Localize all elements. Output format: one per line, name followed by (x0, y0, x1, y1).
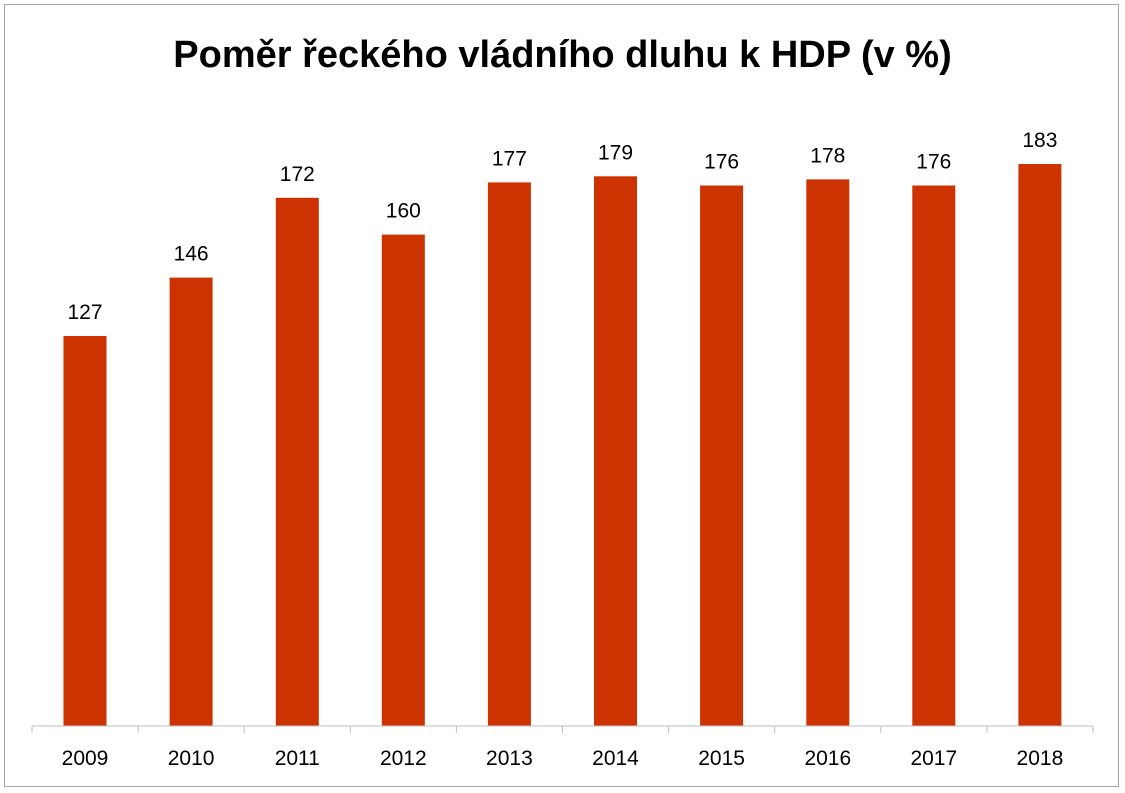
bar-2014 (594, 176, 637, 727)
category-label-2010: 2010 (168, 747, 215, 770)
bar-2018 (1018, 164, 1062, 726)
bar-2012 (381, 234, 425, 726)
category-label-2012: 2012 (380, 747, 427, 770)
category-label-2011: 2011 (275, 747, 320, 770)
chart-title: Poměr řeckého vládního dluhu k HDP (v %) (173, 34, 952, 76)
bars-group (63, 164, 1062, 727)
value-label-2013: 177 (492, 147, 527, 170)
category-label-2016: 2016 (804, 747, 851, 770)
value-label-2012: 160 (386, 200, 421, 223)
bar-2010 (169, 277, 213, 726)
category-label-2009: 2009 (62, 747, 109, 770)
bar-2009 (63, 336, 107, 726)
value-label-2015: 176 (704, 151, 739, 174)
labels-group: 127 2009 146 2010 172 2011 160 2012 177 2013 179 20… (62, 129, 1064, 770)
category-label-2017: 2017 (910, 747, 957, 770)
category-label-2018: 2018 (1017, 747, 1064, 770)
value-label-2009: 127 (67, 301, 102, 324)
value-label-2016: 178 (810, 144, 845, 167)
category-label-2014: 2014 (592, 747, 639, 770)
bar-2016 (806, 179, 850, 726)
value-label-2011: 172 (280, 163, 315, 186)
bar-2017 (912, 185, 956, 726)
value-label-2014: 179 (598, 141, 633, 164)
value-label-2018: 183 (1022, 129, 1057, 152)
bar-2011 (275, 197, 319, 727)
category-label-2013: 2013 (486, 747, 533, 770)
x-axis (31, 725, 1094, 733)
value-label-2010: 146 (174, 243, 209, 266)
bar-2013 (487, 182, 531, 726)
bar-2015 (700, 185, 744, 726)
value-label-2017: 176 (916, 151, 951, 174)
category-label-2015: 2015 (698, 747, 745, 770)
